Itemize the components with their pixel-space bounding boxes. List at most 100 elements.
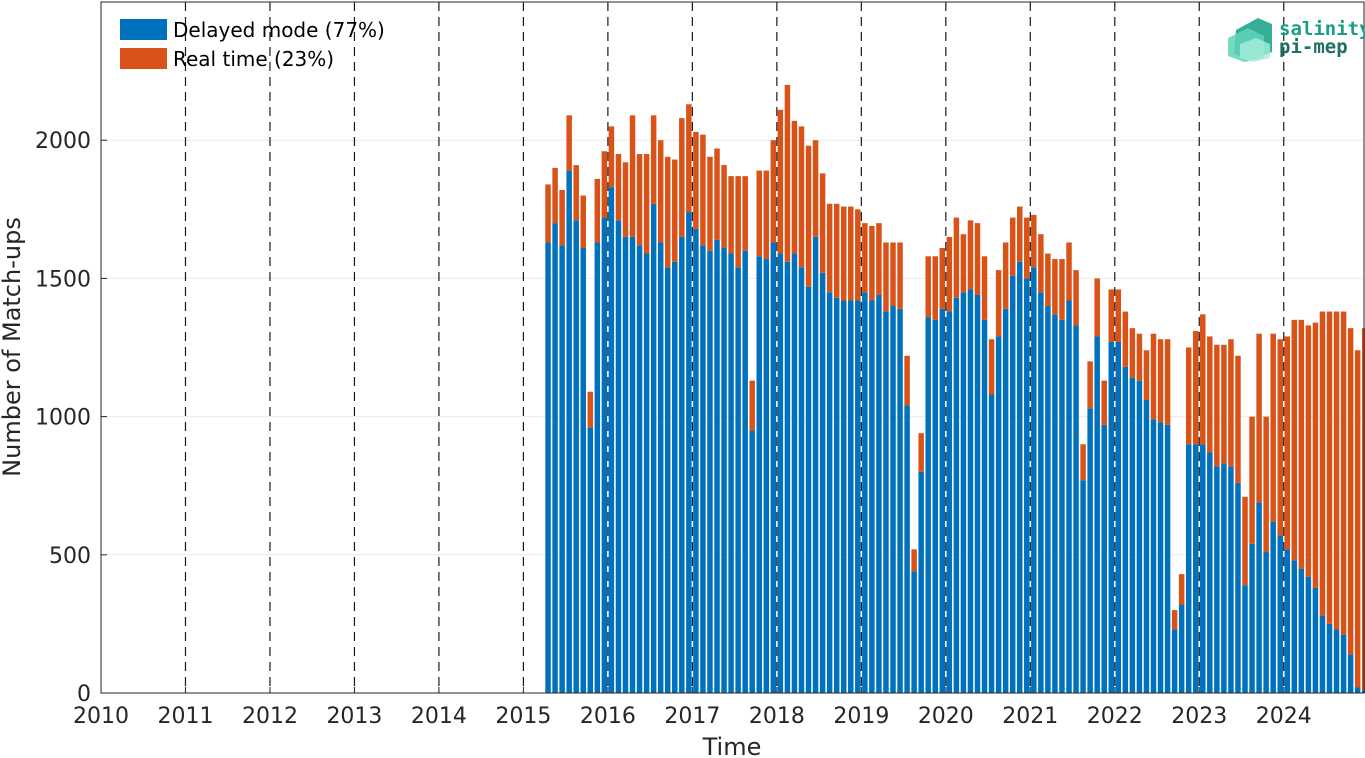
- bar-realtime-84: [1136, 333, 1143, 381]
- bar-realtime-99: [1242, 496, 1248, 586]
- bar-realtime-91: [1185, 347, 1192, 445]
- bar-delayed-20: [686, 212, 692, 693]
- bar-realtime-87: [1157, 339, 1164, 423]
- bar-delayed-80: [1108, 341, 1115, 693]
- bar-realtime-103: [1270, 333, 1276, 522]
- bar-delayed-101: [1256, 502, 1262, 693]
- bar-delayed-16: [657, 242, 664, 693]
- bar-realtime-41: [833, 203, 840, 298]
- bar-realtime-56: [939, 247, 946, 309]
- bar-delayed-92: [1192, 444, 1199, 693]
- bar-realtime-113: [1340, 311, 1347, 635]
- bar-delayed-111: [1326, 623, 1333, 693]
- bar-delayed-19: [679, 236, 685, 693]
- y-tick-label-500: 500: [49, 544, 91, 569]
- bar-realtime-115: [1354, 350, 1361, 688]
- x-tick-label-2015: 2015: [495, 704, 551, 729]
- bar-delayed-48: [883, 311, 889, 693]
- bar-delayed-78: [1094, 336, 1100, 693]
- bar-delayed-11: [622, 236, 629, 693]
- bar-realtime-48: [883, 242, 889, 312]
- bar-realtime-36: [798, 126, 805, 268]
- bar-realtime-63: [988, 339, 995, 395]
- bar-delayed-42: [840, 300, 847, 693]
- bar-delayed-65: [1002, 308, 1009, 693]
- bar-realtime-0: [545, 184, 551, 243]
- bar-realtime-114: [1347, 328, 1354, 655]
- bar-realtime-77: [1087, 361, 1093, 409]
- bar-realtime-39: [819, 173, 826, 273]
- bar-delayed-4: [573, 220, 579, 693]
- bar-delayed-82: [1122, 366, 1129, 693]
- bar-realtime-73: [1059, 259, 1065, 320]
- bar-delayed-0: [545, 242, 551, 693]
- bar-realtime-34: [784, 84, 791, 262]
- x-tick-label-2022: 2022: [1087, 704, 1143, 729]
- x-tick-label-2012: 2012: [242, 704, 298, 729]
- legend-label-delayed: Delayed mode (77%): [173, 18, 385, 42]
- legend-swatch-realtime: [120, 48, 167, 69]
- bar-delayed-26: [728, 253, 734, 694]
- plot-frame: [100, 1, 1365, 694]
- x-tick-label-2020: 2020: [918, 704, 974, 729]
- bar-realtime-35: [791, 120, 798, 254]
- bar-delayed-79: [1101, 424, 1107, 693]
- bar-realtime-110: [1319, 311, 1326, 616]
- bar-delayed-112: [1333, 629, 1340, 693]
- bar-realtime-7: [594, 178, 601, 243]
- bar-delayed-22: [700, 245, 706, 693]
- bar-realtime-108: [1305, 325, 1312, 577]
- bar-realtime-80: [1108, 289, 1115, 342]
- bar-delayed-73: [1059, 319, 1065, 693]
- bar-realtime-12: [629, 115, 636, 237]
- bar-realtime-32: [770, 140, 777, 243]
- bar-delayed-72: [1052, 314, 1058, 693]
- bar-realtime-13: [636, 154, 643, 246]
- bar-realtime-43: [848, 206, 854, 301]
- bar-delayed-8: [601, 217, 608, 694]
- bar-delayed-32: [770, 242, 777, 693]
- bar-delayed-83: [1129, 377, 1136, 693]
- bar-delayed-69: [1031, 267, 1037, 693]
- bar-realtime-25: [721, 165, 727, 248]
- bar-realtime-105: [1284, 336, 1291, 550]
- bar-realtime-66: [1009, 217, 1016, 276]
- bar-realtime-5: [580, 195, 586, 248]
- bar-delayed-100: [1249, 543, 1255, 693]
- y-axis-label: Number of Match-ups: [0, 217, 26, 477]
- bar-realtime-106: [1291, 319, 1298, 561]
- bar-delayed-47: [876, 294, 882, 693]
- bar-realtime-81: [1115, 289, 1122, 342]
- bar-realtime-55: [932, 256, 939, 320]
- bar-realtime-74: [1066, 242, 1072, 301]
- bar-delayed-46: [869, 300, 875, 693]
- y-tick-label-1000: 1000: [35, 406, 91, 431]
- bar-delayed-115: [1354, 687, 1361, 693]
- bar-realtime-28: [742, 176, 748, 251]
- bar-realtime-88: [1164, 339, 1171, 425]
- bar-realtime-67: [1016, 206, 1023, 262]
- bar-delayed-41: [833, 297, 840, 693]
- x-tick-label-2021: 2021: [1002, 704, 1058, 729]
- bar-realtime-90: [1178, 574, 1185, 605]
- bar-realtime-26: [728, 176, 734, 254]
- bar-delayed-29: [749, 430, 755, 693]
- bar-delayed-110: [1319, 615, 1326, 693]
- bar-delayed-97: [1228, 466, 1234, 693]
- bar-realtime-4: [573, 165, 579, 221]
- bar-delayed-28: [742, 250, 748, 693]
- bar-realtime-62: [981, 256, 988, 320]
- y-axis-ticks: 0 500 1000 1500 2000: [35, 129, 107, 707]
- bar-delayed-75: [1073, 325, 1079, 693]
- year-divider-lines: [184, 2, 1285, 693]
- legend-swatch-delayed: [120, 19, 167, 40]
- bar-delayed-89: [1171, 629, 1178, 693]
- bar-delayed-56: [939, 308, 946, 693]
- bar-delayed-45: [862, 292, 868, 693]
- bar-delayed-6: [587, 427, 594, 693]
- y-tick-label-1500: 1500: [35, 267, 91, 292]
- bar-realtime-31: [763, 170, 770, 260]
- bar-realtime-20: [686, 104, 692, 213]
- bar-delayed-21: [693, 228, 699, 693]
